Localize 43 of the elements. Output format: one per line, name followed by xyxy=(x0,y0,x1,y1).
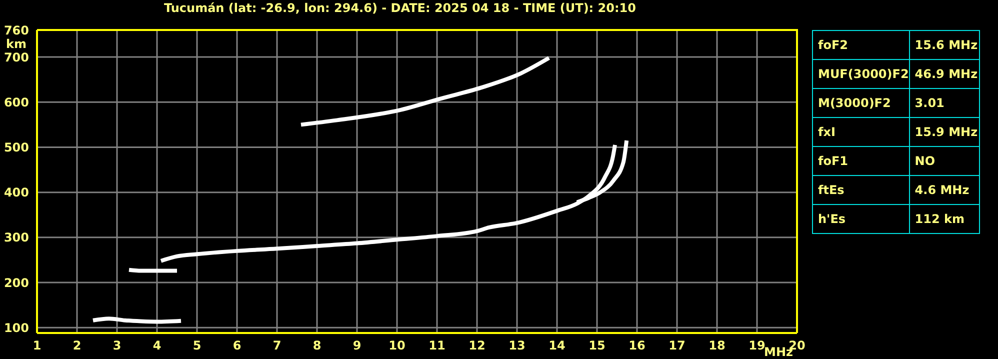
y-tick-label: 600 xyxy=(4,95,29,110)
x-tick-label: 10 xyxy=(388,338,406,353)
chart-title: Tucumán (lat: -26.9, lon: 294.6) - DATE: 2025 04 18 - TIME (UT): 20:10 xyxy=(163,1,637,15)
text: M(3000)F2 xyxy=(812,88,910,118)
text: foF1 xyxy=(812,146,910,176)
x-tick-label: 19 xyxy=(748,338,766,353)
x-tick-label: 9 xyxy=(352,338,362,353)
y-axis-title: km xyxy=(6,37,26,51)
x-tick-label: 1 xyxy=(32,338,42,353)
x-tick-label: 3 xyxy=(112,338,122,353)
x-tick-label: 17 xyxy=(668,338,686,353)
x-tick-label: 16 xyxy=(628,338,646,353)
y-tick-label: 400 xyxy=(4,186,29,200)
x-tick-label: 4 xyxy=(152,338,162,353)
y-tick-label: 200 xyxy=(4,276,29,290)
x-tick-label: 2 xyxy=(72,338,82,353)
text: 15.6 MHz xyxy=(909,30,980,60)
y-tick-label: 760 xyxy=(4,23,29,38)
x-tick-label: 7 xyxy=(272,338,282,353)
x-tick-label: 18 xyxy=(708,338,726,353)
text: 4.6 MHz xyxy=(909,176,980,204)
text: 15.9 MHz xyxy=(909,118,980,146)
text: fxI xyxy=(812,118,910,146)
text: 112 km xyxy=(909,204,980,234)
text: MUF(3000)F2 xyxy=(812,60,910,88)
x-tick-label: 5 xyxy=(192,338,202,353)
y-tick-label: 300 xyxy=(4,230,29,245)
x-tick-label: 8 xyxy=(312,338,322,353)
text: foF2 xyxy=(812,30,910,60)
text: ftEs xyxy=(812,176,910,204)
y-tick-label: 500 xyxy=(4,140,29,154)
text: h'Es xyxy=(812,204,910,234)
x-tick-label: 6 xyxy=(232,338,242,353)
text: 46.9 MHz xyxy=(909,60,980,88)
x-tick-label: 15 xyxy=(588,338,606,353)
text: 3.01 xyxy=(909,88,980,118)
x-tick-label: 13 xyxy=(508,338,526,353)
y-tick-label: 100 xyxy=(4,320,29,335)
x-tick-label: 14 xyxy=(548,338,566,353)
x-tick-label: 12 xyxy=(468,338,486,353)
y-tick-label: 700 xyxy=(4,50,29,64)
text: NO xyxy=(909,146,980,176)
x-tick-label: 11 xyxy=(428,338,446,353)
